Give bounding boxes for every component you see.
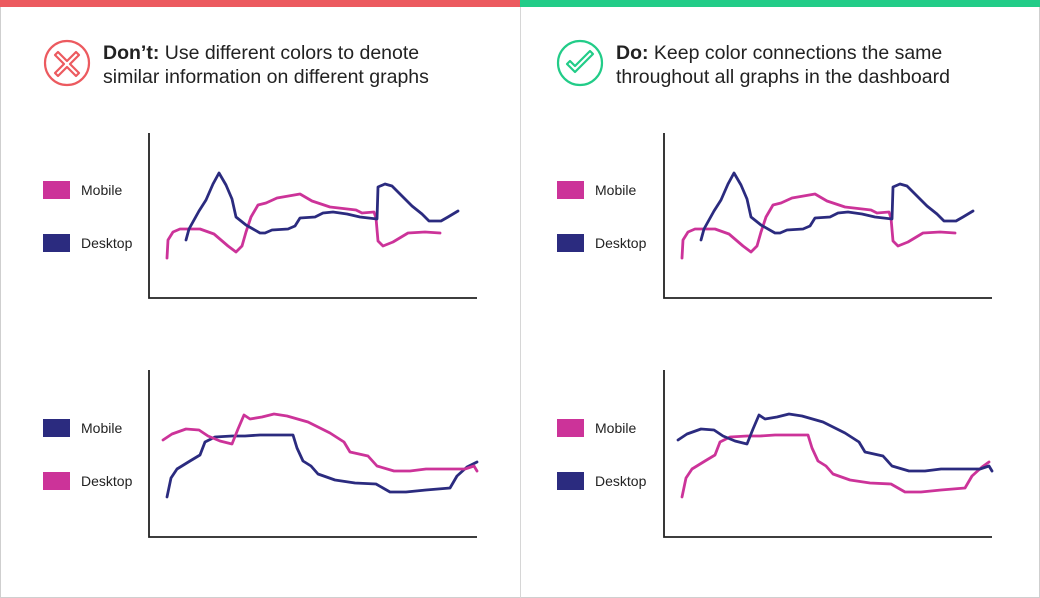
- legend-label: Mobile: [81, 420, 123, 436]
- panel-divider: [520, 0, 521, 598]
- legend-swatch: [43, 419, 70, 437]
- legend-label: Mobile: [81, 182, 123, 198]
- do-top-desktop-line: [699, 171, 975, 242]
- do-heading: Do: Keep color connections the same thro…: [616, 41, 1016, 89]
- dont-top-desktop-line: [184, 171, 460, 242]
- do-charts-svg: [663, 133, 994, 538]
- check-circle-icon: [556, 39, 604, 87]
- dont-top-legend-desktop: Desktop: [43, 234, 132, 252]
- do-heading-line2: throughout all graphs in the dashboard: [616, 66, 950, 88]
- do-top-mobile-line: [680, 192, 957, 260]
- do-heading-line1: Keep color connections the same: [653, 42, 943, 64]
- do-bottom-axes: [663, 370, 992, 538]
- do-bottom-desktop-line: [676, 412, 994, 473]
- dont-top-axes: [148, 133, 477, 299]
- dont-bottom-legend-desktop: Desktop: [43, 472, 132, 490]
- do-top-legend-desktop: Desktop: [557, 234, 646, 252]
- do-top-legend-mobile: Mobile: [557, 181, 636, 199]
- dont-heading-bold: Don’t:: [103, 42, 160, 64]
- dont-bottom-mobile-line: [165, 433, 479, 499]
- legend-swatch: [43, 234, 70, 252]
- dont-top-mobile-line: [165, 192, 442, 260]
- legend-label: Mobile: [595, 420, 637, 436]
- dont-bottom-legend-mobile: Mobile: [43, 419, 122, 437]
- legend-swatch: [43, 472, 70, 490]
- legend-label: Desktop: [81, 473, 133, 489]
- dont-bottom-desktop-line: [161, 412, 479, 473]
- dont-charts-svg: [148, 133, 479, 538]
- do-heading-bold: Do:: [616, 42, 649, 64]
- legend-swatch: [557, 472, 584, 490]
- dont-top-bar: [0, 0, 520, 7]
- dont-panel: Don’t: Use different colors to denote si…: [0, 0, 520, 538]
- legend-swatch: [557, 419, 584, 437]
- legend-label: Mobile: [595, 182, 637, 198]
- dont-heading-line2: similar information on different graphs: [103, 66, 429, 88]
- do-top-bar: [520, 0, 1040, 7]
- dont-heading-line1: Use different colors to denote: [164, 42, 420, 64]
- do-bottom-legend-mobile: Mobile: [557, 419, 636, 437]
- legend-label: Desktop: [595, 235, 647, 251]
- dont-bottom-axes: [148, 370, 477, 538]
- legend-swatch: [557, 181, 584, 199]
- do-bottom-legend-desktop: Desktop: [557, 472, 646, 490]
- dont-top-legend-mobile: Mobile: [43, 181, 122, 199]
- legend-label: Desktop: [595, 473, 647, 489]
- do-panel: Do: Keep color connections the same thro…: [520, 0, 1040, 598]
- do-bottom-mobile-line: [680, 433, 991, 499]
- do-top-axes: [663, 133, 992, 299]
- x-circle-icon: [43, 39, 91, 87]
- legend-swatch: [557, 234, 584, 252]
- legend-label: Desktop: [81, 235, 133, 251]
- legend-swatch: [43, 181, 70, 199]
- dont-heading: Don’t: Use different colors to denote si…: [103, 41, 503, 89]
